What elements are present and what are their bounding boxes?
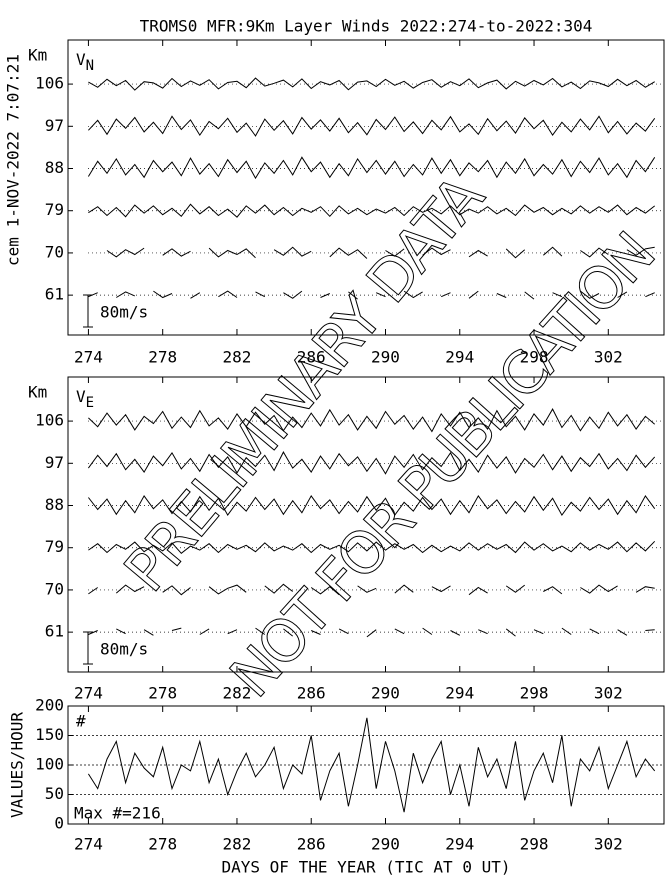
- component-label: VE: [76, 387, 94, 412]
- plot-frame: [67, 39, 665, 336]
- watermark: PRELIMINARY DATA: [111, 162, 498, 604]
- trace: [88, 408, 656, 433]
- x-axis-label: DAYS OF THE YEAR (TIC AT 0 UT): [222, 858, 511, 877]
- x-tick-label: 302: [594, 684, 623, 703]
- scale-label: 80m/s: [100, 640, 148, 659]
- y-tick-label: 106: [35, 74, 64, 93]
- x-tick-label: 278: [148, 684, 177, 703]
- x-tick-label: 286: [297, 684, 326, 703]
- x-tick-label: 294: [445, 684, 474, 703]
- x-tick-label: 274: [74, 348, 103, 367]
- x-tick-label: 278: [148, 348, 177, 367]
- side-label: cem 1-NOV-2022 7:07:21: [4, 54, 23, 266]
- count-line: [87, 717, 656, 813]
- y-tick-label: 97: [45, 116, 64, 135]
- x-tick-label: 298: [520, 348, 549, 367]
- x-tick-label: 302: [594, 835, 623, 854]
- corner-label: #: [76, 712, 86, 731]
- y-tick-label: 61: [45, 285, 64, 304]
- trace: [88, 494, 656, 517]
- x-tick-label: 298: [520, 684, 549, 703]
- trace: [88, 583, 655, 596]
- y-tick-label: 70: [45, 242, 64, 261]
- plot-frame: [67, 376, 665, 673]
- y-tick-label: 200: [35, 696, 64, 715]
- scale-label: 80m/s: [100, 303, 148, 322]
- trace: [106, 246, 655, 259]
- y-tick-label: 88: [45, 495, 64, 514]
- x-tick-label: 298: [520, 835, 549, 854]
- x-tick-label: 274: [74, 684, 103, 703]
- x-tick-label: 274: [74, 835, 103, 854]
- y-tick-label: 70: [45, 579, 64, 598]
- x-tick-label: 282: [223, 684, 252, 703]
- y-tick-label: 150: [35, 725, 64, 744]
- trace: [88, 540, 656, 554]
- trace: [87, 451, 656, 475]
- trace: [88, 627, 655, 638]
- component-sub: E: [86, 395, 94, 411]
- y-tick-label: 106: [35, 411, 64, 430]
- x-tick-label: 290: [371, 348, 400, 367]
- chart-title: TROMS0 MFR:9Km Layer Winds 2022:274-to-2…: [140, 17, 593, 36]
- trace: [88, 290, 655, 300]
- trace: [87, 156, 656, 180]
- y-tick-label: 97: [45, 453, 64, 472]
- y-tick-label: 61: [45, 622, 64, 641]
- trace: [88, 115, 656, 137]
- x-tick-label: 286: [297, 348, 326, 367]
- x-tick-label: 294: [445, 835, 474, 854]
- x-tick-label: 302: [594, 348, 623, 367]
- y-tick-label: 0: [54, 814, 64, 833]
- component: V: [76, 50, 86, 69]
- note: Max #=216: [74, 804, 161, 823]
- y-tick-label: 100: [35, 755, 64, 774]
- x-tick-label: 282: [223, 348, 252, 367]
- y-axis-label: Km: [28, 46, 47, 65]
- y-tick-label: 88: [45, 158, 64, 177]
- trace: [88, 203, 656, 218]
- y-axis-label: VALUES/HOUR: [8, 712, 27, 818]
- watermark: NOT FOR PUBLICATION: [217, 219, 669, 710]
- trace: [88, 77, 655, 91]
- component-sub: N: [86, 58, 94, 74]
- x-tick-label: 282: [223, 835, 252, 854]
- x-tick-label: 286: [297, 835, 326, 854]
- y-tick-label: 79: [45, 537, 64, 556]
- component-label: VN: [76, 50, 94, 75]
- x-tick-label: 294: [445, 348, 474, 367]
- x-tick-label: 278: [148, 835, 177, 854]
- y-tick-label: 79: [45, 200, 64, 219]
- y-tick-label: 50: [45, 784, 64, 803]
- x-tick-label: 290: [371, 684, 400, 703]
- x-tick-label: 290: [371, 835, 400, 854]
- y-axis-label: Km: [28, 383, 47, 402]
- component: V: [76, 387, 86, 406]
